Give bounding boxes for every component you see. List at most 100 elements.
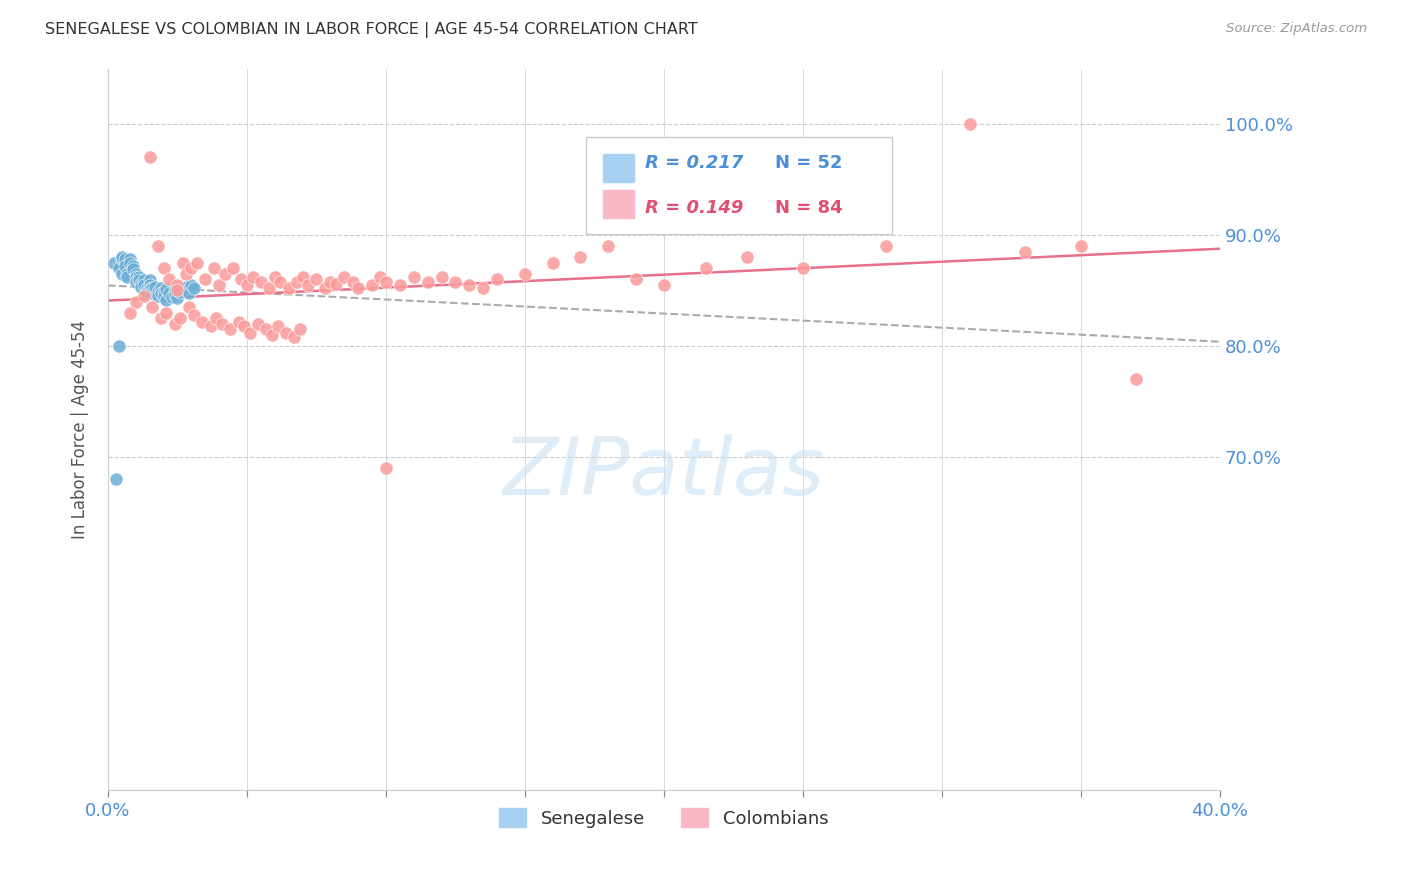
Point: [444, 275, 467, 289]
Point: [152, 285, 174, 299]
Point: [138, 277, 160, 292]
Point: [416, 275, 439, 289]
Point: [174, 267, 197, 281]
Point: [228, 314, 250, 328]
Point: [205, 311, 228, 326]
Point: [111, 267, 134, 281]
Point: [111, 252, 134, 267]
Point: [155, 306, 177, 320]
Point: [160, 290, 183, 304]
Point: [149, 281, 172, 295]
Point: [180, 261, 202, 276]
Text: N = 52: N = 52: [775, 154, 842, 172]
Point: [283, 330, 305, 344]
Point: [180, 277, 202, 292]
Point: [166, 284, 188, 298]
Point: [325, 277, 347, 291]
Point: [792, 261, 814, 276]
Text: ZIPatlas: ZIPatlas: [503, 434, 825, 511]
Point: [166, 281, 188, 295]
Point: [374, 461, 396, 475]
Point: [231, 272, 253, 286]
Point: [174, 280, 197, 294]
Point: [125, 270, 148, 285]
Point: [875, 239, 897, 253]
Point: [652, 277, 675, 292]
Point: [120, 252, 142, 267]
Point: [128, 273, 150, 287]
Point: [105, 472, 128, 486]
Point: [250, 275, 273, 289]
Point: [314, 281, 336, 295]
Point: [1070, 239, 1092, 253]
Point: [111, 250, 134, 264]
Point: [257, 281, 280, 295]
Point: [125, 275, 148, 289]
Y-axis label: In Labor Force | Age 45-54: In Labor Force | Age 45-54: [72, 319, 89, 539]
Point: [157, 272, 180, 286]
Point: [269, 275, 291, 289]
Point: [202, 261, 225, 276]
Point: [291, 270, 314, 285]
Point: [149, 285, 172, 300]
Point: [458, 277, 481, 292]
Point: [277, 281, 299, 295]
Point: [122, 262, 145, 277]
Point: [166, 291, 188, 305]
Point: [138, 282, 160, 296]
Point: [141, 285, 163, 300]
Point: [108, 339, 131, 353]
Point: [430, 270, 453, 285]
Point: [598, 239, 620, 253]
Point: [388, 277, 411, 292]
Point: [200, 318, 222, 333]
Point: [125, 267, 148, 281]
Point: [166, 277, 188, 292]
Point: [128, 270, 150, 285]
Point: [183, 281, 205, 295]
Bar: [603, 190, 634, 218]
Point: [242, 270, 264, 285]
Point: [288, 322, 311, 336]
Point: [120, 256, 142, 270]
Point: [191, 314, 214, 328]
Point: [1125, 372, 1147, 386]
Point: [149, 311, 172, 326]
Point: [266, 318, 288, 333]
Point: [472, 281, 495, 295]
Point: [125, 294, 148, 309]
Point: [177, 285, 200, 300]
Point: [169, 311, 191, 326]
Point: [211, 317, 233, 331]
Point: [146, 285, 169, 299]
Point: [374, 275, 396, 289]
Point: [236, 277, 259, 292]
Point: [155, 282, 177, 296]
Point: [222, 261, 245, 276]
Point: [208, 277, 231, 292]
Point: [333, 270, 356, 285]
Point: [103, 256, 125, 270]
Point: [513, 267, 536, 281]
Text: R = 0.149: R = 0.149: [645, 199, 744, 217]
Point: [141, 300, 163, 314]
Point: [172, 256, 194, 270]
Point: [735, 250, 758, 264]
Point: [342, 275, 364, 289]
Point: [695, 261, 717, 276]
Point: [305, 272, 328, 286]
Point: [131, 280, 153, 294]
Point: [486, 272, 509, 286]
Bar: [603, 154, 634, 182]
Point: [152, 289, 174, 303]
Point: [186, 256, 208, 270]
Point: [135, 285, 157, 299]
Point: [297, 277, 319, 292]
Point: [402, 270, 425, 285]
Point: [138, 150, 160, 164]
Point: [183, 308, 205, 322]
Point: [177, 300, 200, 314]
Point: [260, 327, 283, 342]
Point: [274, 326, 297, 340]
Point: [134, 289, 156, 303]
